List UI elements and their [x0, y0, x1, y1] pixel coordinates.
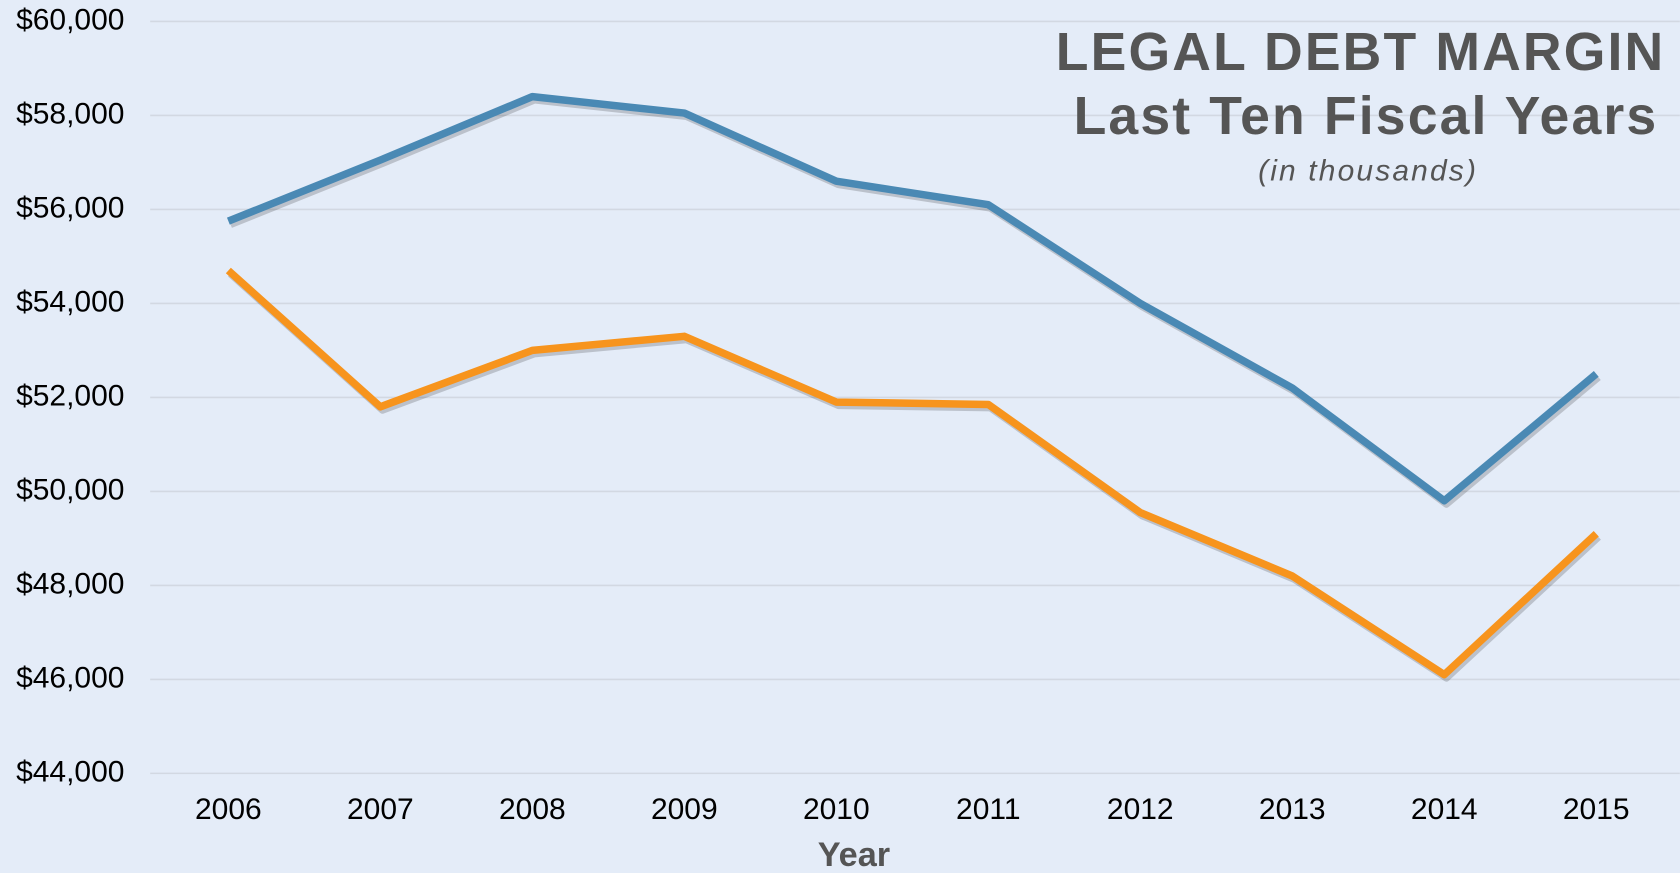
- y-tick-label: $48,000: [16, 567, 124, 600]
- chart-note: (in thousands): [1258, 154, 1478, 187]
- x-tick-label: 2010: [803, 793, 870, 826]
- x-tick-label: 2009: [651, 793, 718, 826]
- series-line: [225, 267, 1599, 679]
- y-tick-label: $58,000: [16, 97, 124, 130]
- x-tick-label: 2013: [1259, 793, 1326, 826]
- y-tick-label: $54,000: [16, 285, 124, 318]
- x-tick-label: 2012: [1107, 793, 1174, 826]
- chart-title: LEGAL DEBT MARGIN: [1056, 23, 1666, 82]
- y-tick-label: $44,000: [16, 755, 124, 788]
- x-tick-label: 2007: [347, 793, 414, 826]
- y-tick-label: $46,000: [16, 661, 124, 694]
- x-tick-label: 2015: [1563, 793, 1630, 826]
- y-tick-label: $56,000: [16, 191, 124, 224]
- y-tick-label: $52,000: [16, 379, 124, 412]
- y-tick-label: $50,000: [16, 473, 124, 506]
- series-line: [226, 92, 1599, 505]
- x-tick-label: 2014: [1411, 793, 1478, 826]
- y-tick-label: $60,000: [16, 3, 124, 36]
- x-tick-label: 2011: [956, 793, 1020, 826]
- x-axis-label: Year: [818, 836, 890, 873]
- x-tick-label: 2008: [499, 793, 566, 826]
- chart-subtitle: Last Ten Fiscal Years: [1074, 87, 1659, 146]
- x-tick-label: 2006: [195, 793, 262, 826]
